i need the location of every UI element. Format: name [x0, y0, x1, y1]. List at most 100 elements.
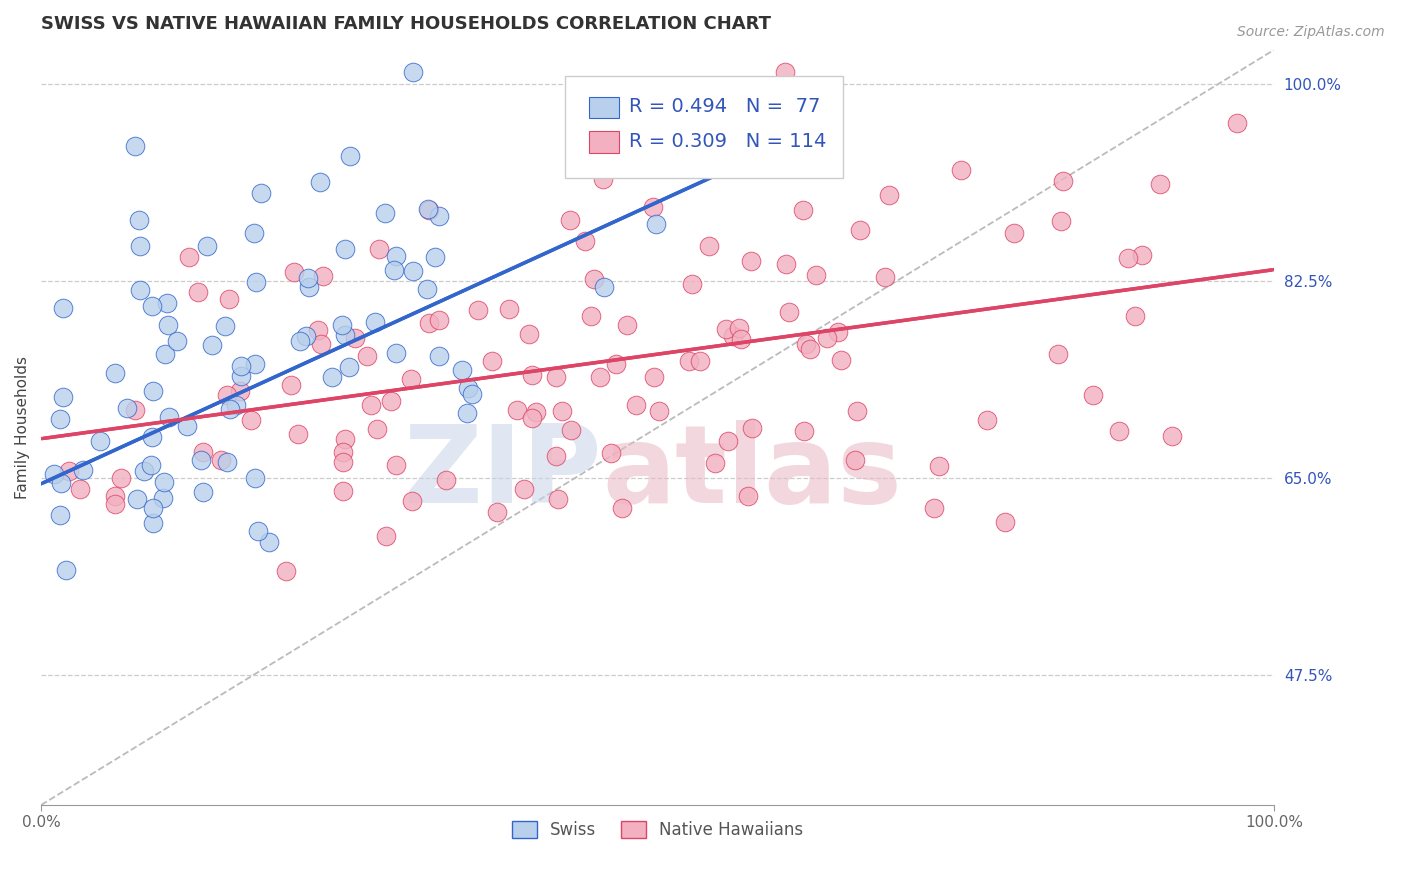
Point	[333, 242, 356, 256]
Point	[152, 491, 174, 505]
Point	[218, 293, 240, 307]
Point	[703, 456, 725, 470]
Point	[830, 352, 852, 367]
Point	[312, 268, 335, 283]
Point	[643, 369, 665, 384]
Legend: Swiss, Native Hawaiians: Swiss, Native Hawaiians	[505, 814, 810, 846]
Point	[1116, 251, 1139, 265]
Point	[512, 483, 534, 497]
Point	[427, 349, 450, 363]
Point	[924, 501, 946, 516]
Point	[644, 217, 666, 231]
Point	[295, 329, 318, 343]
Point	[714, 322, 737, 336]
Point	[994, 515, 1017, 529]
Point	[415, 282, 437, 296]
Point	[950, 162, 973, 177]
Point	[605, 357, 627, 371]
Point	[52, 301, 75, 315]
Point	[225, 398, 247, 412]
Point	[288, 334, 311, 348]
Point	[166, 334, 188, 348]
Point	[520, 368, 543, 382]
Point	[104, 489, 127, 503]
Point	[201, 338, 224, 352]
Point	[385, 250, 408, 264]
Point	[335, 328, 357, 343]
Point	[333, 432, 356, 446]
Point	[1161, 428, 1184, 442]
Point	[1226, 116, 1249, 130]
Point	[741, 420, 763, 434]
Point	[457, 380, 479, 394]
Point	[1052, 174, 1074, 188]
Point	[129, 283, 152, 297]
Point	[689, 354, 711, 368]
Point	[229, 369, 252, 384]
Point	[551, 403, 574, 417]
Point	[72, 463, 94, 477]
Point	[368, 242, 391, 256]
FancyBboxPatch shape	[565, 76, 842, 178]
Point	[246, 524, 269, 538]
Point	[624, 398, 647, 412]
Point	[344, 330, 367, 344]
Point	[728, 321, 751, 335]
Point	[332, 484, 354, 499]
Point	[506, 403, 529, 417]
Point	[544, 449, 567, 463]
Point	[641, 200, 664, 214]
Point	[128, 239, 150, 253]
Point	[332, 445, 354, 459]
Point	[600, 446, 623, 460]
Point	[385, 346, 408, 360]
Point	[793, 424, 815, 438]
Point	[127, 492, 149, 507]
FancyBboxPatch shape	[589, 96, 620, 118]
Point	[589, 370, 612, 384]
Point	[456, 406, 478, 420]
Text: R = 0.494   N =  77: R = 0.494 N = 77	[630, 97, 821, 116]
Point	[1130, 248, 1153, 262]
Point	[245, 275, 267, 289]
Point	[69, 482, 91, 496]
Point	[229, 359, 252, 373]
Point	[215, 455, 238, 469]
Point	[298, 279, 321, 293]
Point	[849, 223, 872, 237]
Point	[815, 331, 838, 345]
Point	[49, 475, 72, 490]
Point	[243, 357, 266, 371]
Point	[877, 187, 900, 202]
Point	[330, 318, 353, 332]
Point	[418, 202, 440, 217]
Point	[110, 471, 132, 485]
Point	[1081, 388, 1104, 402]
Point	[195, 239, 218, 253]
Point	[356, 350, 378, 364]
Point	[179, 250, 201, 264]
Point	[141, 299, 163, 313]
Point	[796, 337, 818, 351]
Point	[1123, 310, 1146, 324]
Point	[321, 370, 343, 384]
Point	[593, 280, 616, 294]
Point	[191, 484, 214, 499]
Point	[366, 422, 388, 436]
Point	[1002, 226, 1025, 240]
Point	[524, 405, 547, 419]
Text: SWISS VS NATIVE HAWAIIAN FAMILY HOUSEHOLDS CORRELATION CHART: SWISS VS NATIVE HAWAIIAN FAMILY HOUSEHOL…	[41, 15, 770, 33]
Point	[616, 318, 638, 333]
Point	[730, 332, 752, 346]
Point	[274, 564, 297, 578]
Point	[156, 318, 179, 333]
Point	[44, 467, 66, 482]
Point	[139, 458, 162, 472]
Point	[875, 270, 897, 285]
Point	[560, 213, 582, 227]
FancyBboxPatch shape	[589, 131, 620, 153]
Point	[49, 412, 72, 426]
Point	[193, 445, 215, 459]
Point	[1047, 346, 1070, 360]
Point	[209, 453, 232, 467]
